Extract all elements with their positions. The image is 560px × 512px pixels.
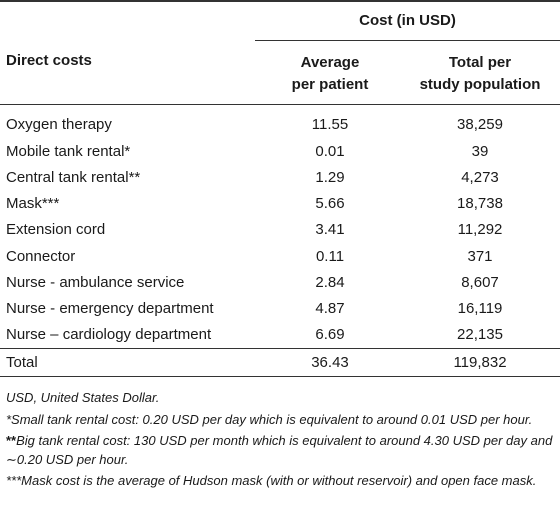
cost-header: Cost (in USD) bbox=[359, 12, 456, 29]
row-average: 5.66 bbox=[315, 195, 345, 212]
header-bottom-rule bbox=[0, 104, 560, 105]
total-label: Total bbox=[6, 354, 38, 371]
row-label: Mask*** bbox=[6, 195, 60, 212]
row-total: 18,738 bbox=[457, 195, 503, 212]
row-label: Oxygen therapy bbox=[6, 116, 112, 133]
total-per-population-header: Total per study population bbox=[400, 52, 560, 96]
footnote-big-tank: **Big tank rental cost: 130 USD per mont… bbox=[6, 431, 558, 469]
table-bottom-rule bbox=[0, 376, 560, 377]
footnote-small-tank: *Small tank rental cost: 0.20 USD per da… bbox=[6, 412, 533, 427]
average-header-line2: per patient bbox=[291, 76, 369, 93]
total-header-line2: study population bbox=[419, 76, 541, 93]
row-total: 22,135 bbox=[457, 326, 503, 343]
row-average: 6.69 bbox=[315, 326, 345, 343]
direct-costs-header: Direct costs bbox=[6, 52, 92, 69]
table-top-rule bbox=[0, 0, 560, 2]
table-row: Nurse - ambulance service 2.84 8,607 bbox=[0, 270, 560, 296]
row-average: 4.87 bbox=[315, 300, 345, 317]
average-per-patient-header: Average per patient bbox=[255, 52, 405, 96]
table-row: Extension cord 3.41 11,292 bbox=[0, 217, 560, 243]
total-average: 36.43 bbox=[311, 354, 349, 371]
table-row: Nurse – cardiology department 6.69 22,13… bbox=[0, 322, 560, 348]
footnote-big-tank-text: Big tank rental cost: 130 USD per month … bbox=[6, 433, 553, 467]
row-total: 16,119 bbox=[457, 300, 503, 317]
row-average: 0.01 bbox=[315, 143, 345, 160]
footnote-abbreviation: USD, United States Dollar. bbox=[6, 390, 160, 405]
row-average: 11.55 bbox=[311, 116, 349, 133]
cost-header-rule bbox=[255, 40, 560, 41]
total-population: 119,832 bbox=[453, 354, 507, 371]
row-total: 39 bbox=[471, 143, 489, 160]
total-top-rule bbox=[0, 348, 560, 349]
row-label: Nurse – cardiology department bbox=[6, 326, 212, 343]
table-row: Nurse - emergency department 4.87 16,119 bbox=[0, 296, 560, 322]
row-label: Nurse - emergency department bbox=[6, 300, 214, 317]
table-row: Central tank rental** 1.29 4,273 bbox=[0, 165, 560, 191]
table-row: Connector 0.11 371 bbox=[0, 244, 560, 270]
total-row: Total 36.43 119,832 bbox=[0, 350, 560, 376]
row-total: 11,292 bbox=[457, 221, 503, 238]
footnote-big-tank-mark: ** bbox=[6, 433, 17, 448]
row-average: 0.11 bbox=[315, 248, 345, 265]
table-row: Mask*** 5.66 18,738 bbox=[0, 191, 560, 217]
table-row: Mobile tank rental* 0.01 39 bbox=[0, 139, 560, 165]
row-label: Central tank rental** bbox=[6, 169, 141, 186]
row-total: 38,259 bbox=[457, 116, 503, 133]
row-label: Extension cord bbox=[6, 221, 106, 238]
row-average: 3.41 bbox=[315, 221, 345, 238]
table-row: Oxygen therapy 11.55 38,259 bbox=[0, 112, 560, 138]
row-total: 4,273 bbox=[461, 169, 499, 186]
average-header-line1: Average bbox=[300, 54, 360, 71]
row-total: 371 bbox=[467, 248, 493, 265]
row-average: 1.29 bbox=[315, 169, 345, 186]
row-label: Nurse - ambulance service bbox=[6, 274, 185, 291]
row-average: 2.84 bbox=[315, 274, 345, 291]
footnote-mask: ***Mask cost is the average of Hudson ma… bbox=[6, 473, 537, 488]
row-label: Connector bbox=[6, 248, 76, 265]
row-label: Mobile tank rental* bbox=[6, 143, 131, 160]
total-header-line1: Total per bbox=[448, 54, 512, 71]
row-total: 8,607 bbox=[461, 274, 499, 291]
